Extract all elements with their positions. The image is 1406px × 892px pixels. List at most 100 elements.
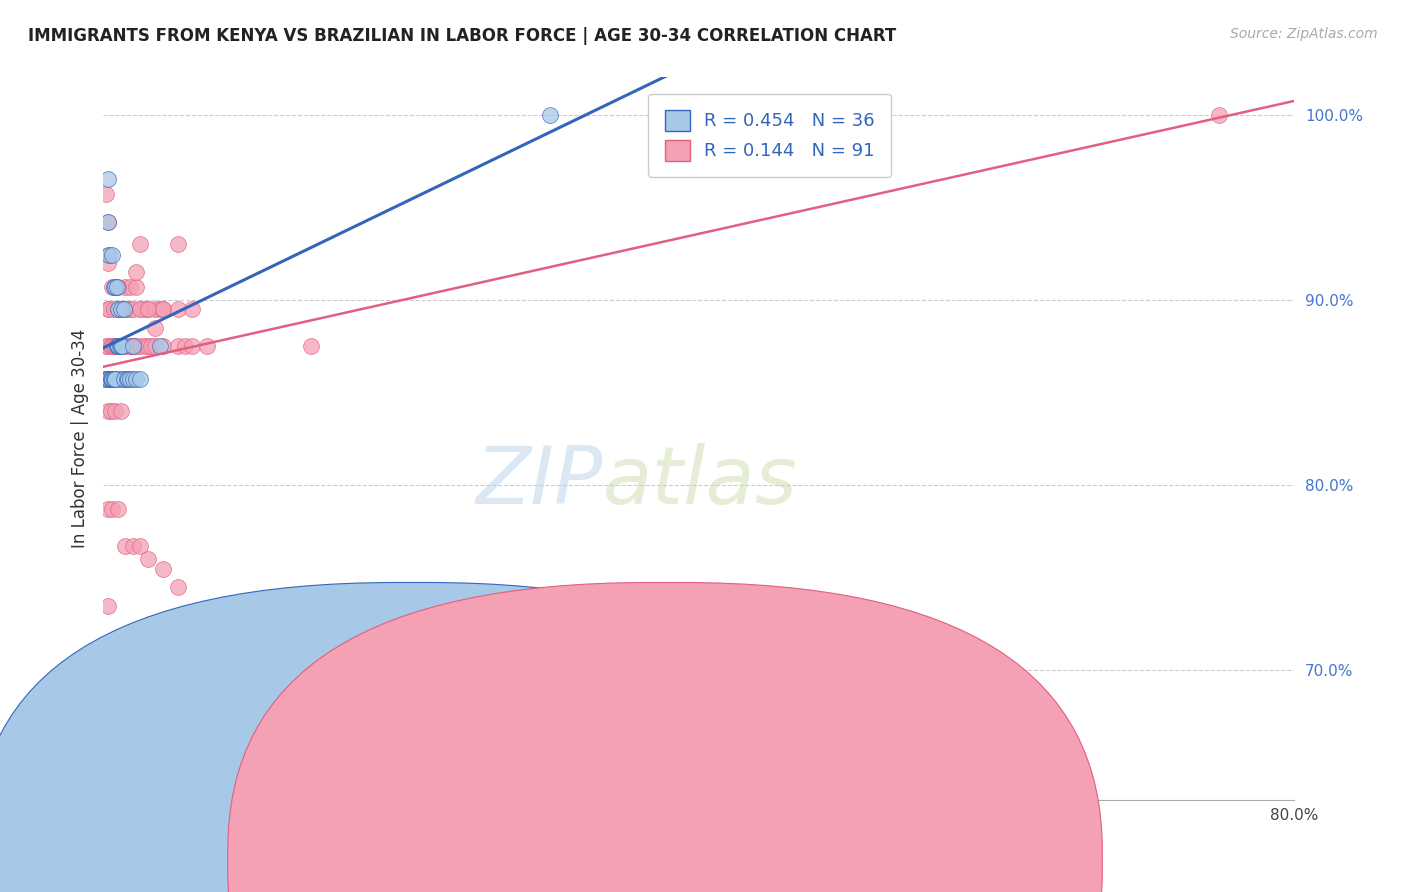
Point bbox=[125, 280, 148, 294]
Text: Source: ZipAtlas.com: Source: ZipAtlas.com bbox=[1230, 27, 1378, 41]
Point bbox=[103, 301, 125, 316]
Point bbox=[166, 339, 188, 353]
Point bbox=[1208, 107, 1230, 121]
Point bbox=[129, 301, 152, 316]
Point bbox=[125, 265, 148, 279]
Point bbox=[129, 339, 152, 353]
Point bbox=[94, 372, 117, 386]
Point bbox=[97, 339, 120, 353]
Point bbox=[139, 339, 162, 353]
Text: Immigrants from Kenya: Immigrants from Kenya bbox=[433, 855, 613, 869]
Text: Brazilians: Brazilians bbox=[686, 855, 761, 869]
Point bbox=[118, 280, 141, 294]
Point bbox=[115, 372, 138, 386]
Point bbox=[166, 580, 188, 594]
Point bbox=[120, 339, 142, 353]
Point bbox=[101, 372, 124, 386]
Point bbox=[143, 320, 166, 334]
Point bbox=[97, 301, 120, 316]
Point bbox=[105, 339, 128, 353]
Point bbox=[97, 599, 120, 613]
Point bbox=[110, 372, 132, 386]
Point bbox=[97, 502, 120, 516]
Point bbox=[105, 280, 128, 294]
Point bbox=[124, 339, 146, 353]
Point bbox=[111, 339, 134, 353]
Point bbox=[117, 372, 139, 386]
Point bbox=[110, 404, 132, 418]
Point bbox=[94, 339, 117, 353]
Point bbox=[134, 339, 156, 353]
Point bbox=[152, 301, 174, 316]
Point bbox=[103, 372, 125, 386]
Point bbox=[100, 372, 122, 386]
Point bbox=[181, 301, 204, 316]
Point bbox=[107, 339, 129, 353]
Point bbox=[122, 372, 145, 386]
Point bbox=[97, 248, 120, 262]
Point bbox=[105, 372, 128, 386]
Point bbox=[143, 301, 166, 316]
Point bbox=[97, 372, 120, 386]
Point bbox=[100, 372, 122, 386]
Point bbox=[94, 187, 117, 202]
Point bbox=[136, 552, 159, 566]
Point bbox=[117, 372, 139, 386]
Point bbox=[104, 339, 127, 353]
Point bbox=[101, 372, 124, 386]
Point bbox=[101, 280, 124, 294]
Point bbox=[114, 372, 136, 386]
Point bbox=[104, 372, 127, 386]
Point bbox=[136, 339, 159, 353]
Point bbox=[122, 301, 145, 316]
Point bbox=[97, 404, 120, 418]
Point bbox=[152, 561, 174, 575]
Point bbox=[107, 339, 129, 353]
Point bbox=[100, 372, 122, 386]
Point bbox=[143, 339, 166, 353]
Point bbox=[122, 339, 145, 353]
Point bbox=[108, 339, 131, 353]
Point bbox=[136, 301, 159, 316]
Point bbox=[112, 339, 135, 353]
Point bbox=[152, 339, 174, 353]
Point bbox=[108, 372, 131, 386]
Point bbox=[98, 301, 121, 316]
Point bbox=[111, 339, 134, 353]
Point bbox=[114, 539, 136, 553]
Point bbox=[122, 539, 145, 553]
Point bbox=[195, 339, 218, 353]
Point bbox=[538, 107, 561, 121]
Point bbox=[103, 339, 125, 353]
Point bbox=[115, 372, 138, 386]
Text: atlas: atlas bbox=[603, 443, 799, 521]
Point bbox=[101, 248, 124, 262]
Point bbox=[136, 301, 159, 316]
Point bbox=[93, 372, 115, 386]
Point bbox=[129, 372, 152, 386]
Point bbox=[125, 339, 148, 353]
Point bbox=[122, 339, 145, 353]
Point bbox=[152, 301, 174, 316]
Point bbox=[129, 237, 152, 252]
Point bbox=[104, 280, 127, 294]
Point bbox=[103, 280, 125, 294]
Point bbox=[134, 301, 156, 316]
Point bbox=[129, 539, 152, 553]
Point bbox=[149, 301, 172, 316]
Point bbox=[110, 301, 132, 316]
Point bbox=[110, 339, 132, 353]
Point bbox=[100, 404, 122, 418]
Point bbox=[97, 256, 120, 270]
Point bbox=[112, 301, 135, 316]
Point bbox=[107, 301, 129, 316]
Y-axis label: In Labor Force | Age 30-34: In Labor Force | Age 30-34 bbox=[72, 329, 89, 549]
Point bbox=[166, 237, 188, 252]
Point bbox=[103, 372, 125, 386]
Point bbox=[118, 372, 141, 386]
Point bbox=[166, 301, 188, 316]
Point bbox=[149, 339, 172, 353]
Point bbox=[112, 372, 135, 386]
Point bbox=[114, 339, 136, 353]
Point bbox=[98, 372, 121, 386]
